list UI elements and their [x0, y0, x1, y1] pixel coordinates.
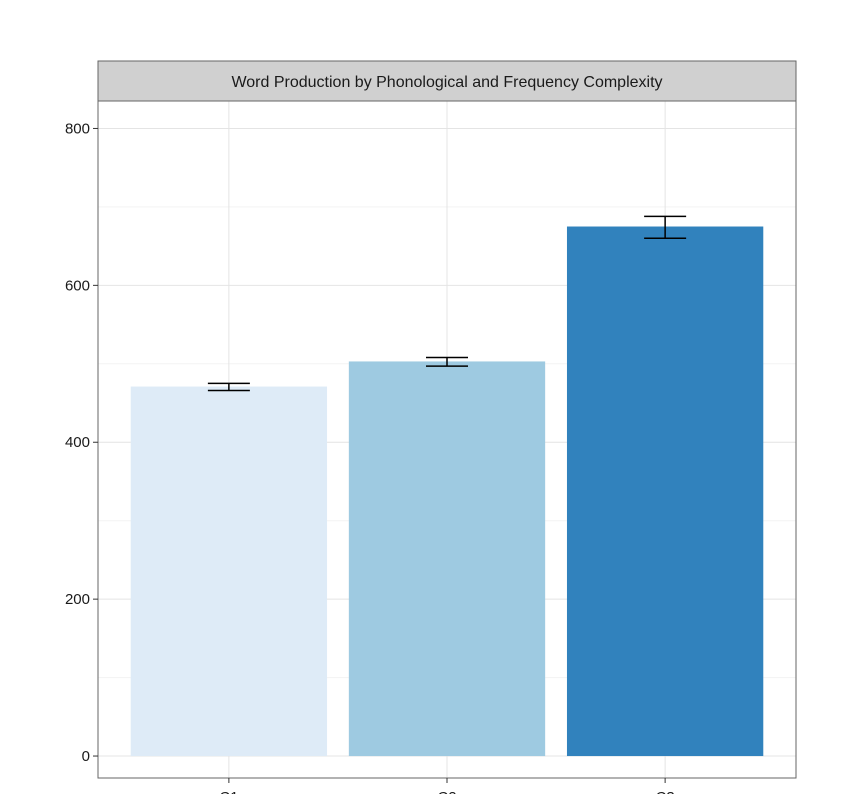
error-bar-c2 [426, 356, 468, 367]
y-tick-label: 0 [82, 748, 90, 765]
error-bars [207, 215, 687, 392]
x-tick-label: C2 [437, 789, 456, 794]
y-tick-label: 200 [65, 591, 90, 608]
x-axis: C1 C2 C3 [219, 778, 675, 794]
x-tick-label: C1 [219, 789, 238, 794]
y-tick-label: 400 [65, 434, 90, 451]
chart-title: Word Production by Phonological and Freq… [231, 74, 662, 91]
bar-c1 [130, 386, 328, 757]
bar-c3 [566, 226, 764, 757]
facet-strip [97, 60, 797, 102]
y-tick-label: 800 [65, 120, 90, 137]
error-bar-c1 [207, 382, 250, 392]
x-tick-label: C3 [656, 789, 675, 794]
bar-c2 [348, 361, 546, 757]
y-axis: 0 200 400 600 800 [65, 120, 98, 765]
error-bar-c3 [644, 215, 687, 240]
bars [130, 226, 764, 757]
y-tick-label: 600 [65, 277, 90, 294]
